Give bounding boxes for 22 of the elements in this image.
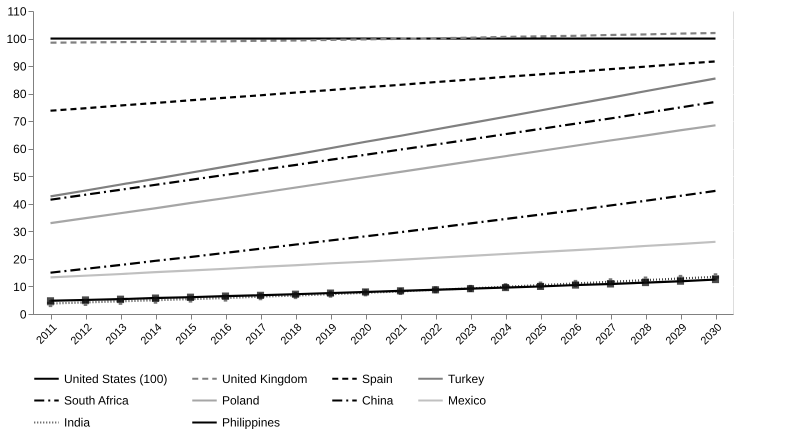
y-tick-label: 110 bbox=[7, 4, 27, 18]
y-tick-label: 90 bbox=[13, 60, 27, 74]
legend-label: China bbox=[362, 394, 394, 408]
legend-label: Spain bbox=[362, 372, 393, 386]
y-tick-label: 10 bbox=[13, 280, 27, 294]
y-tick-label: 60 bbox=[13, 142, 27, 156]
y-tick-label: 30 bbox=[13, 224, 27, 239]
y-tick-label: 100 bbox=[6, 32, 27, 46]
legend-label: United States (100) bbox=[64, 372, 168, 386]
y-tick-label: 40 bbox=[13, 197, 27, 212]
legend-label: Turkey bbox=[448, 372, 484, 386]
legend-label: Philippines bbox=[222, 416, 280, 430]
legend-label: United Kingdom bbox=[222, 372, 308, 386]
legend-label: India bbox=[64, 416, 90, 430]
y-tick-label: 0 bbox=[20, 308, 27, 322]
y-tick-label: 20 bbox=[13, 252, 27, 266]
y-tick-label: 80 bbox=[13, 87, 27, 102]
y-tick-label: 50 bbox=[13, 170, 27, 184]
y-tick-label: 70 bbox=[13, 114, 27, 129]
legend-label: South Africa bbox=[64, 394, 130, 408]
legend-label: Mexico bbox=[448, 394, 486, 408]
legend-label: Poland bbox=[222, 394, 260, 408]
